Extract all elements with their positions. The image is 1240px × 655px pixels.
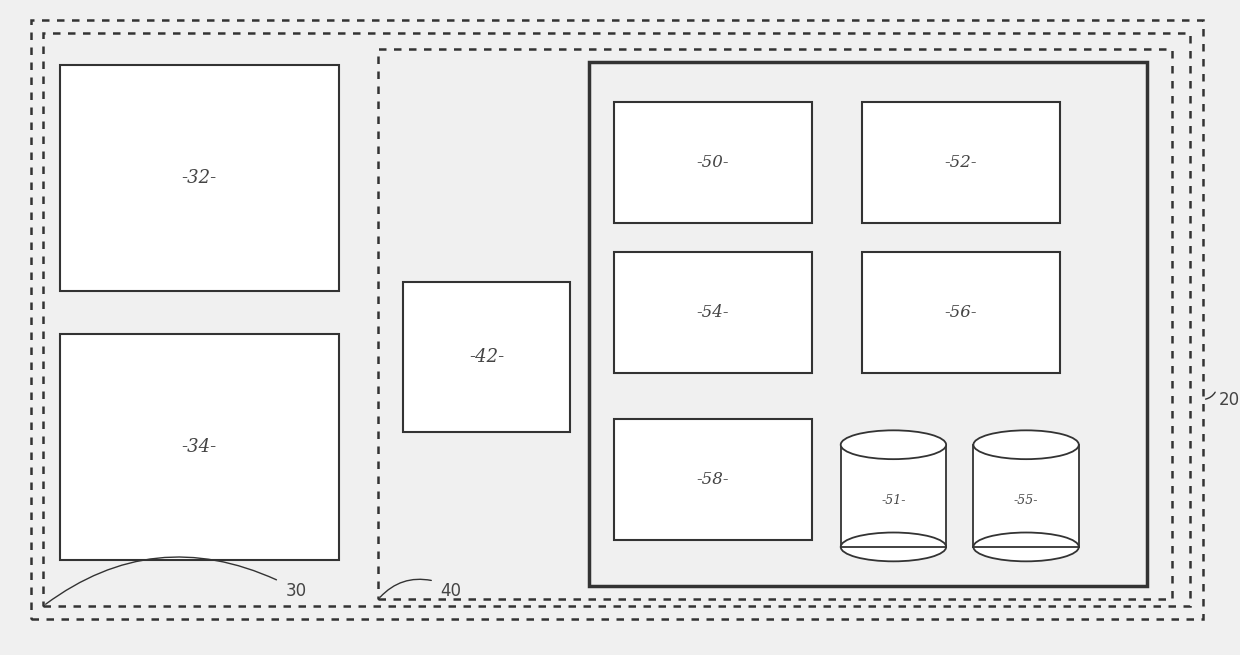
Text: -52-: -52-	[945, 154, 977, 170]
Ellipse shape	[841, 533, 946, 561]
Bar	[862, 252, 1060, 373]
Text: -50-: -50-	[697, 154, 729, 170]
Bar	[973, 445, 1079, 547]
Text: -32-: -32-	[181, 170, 217, 187]
Text: 40: 40	[440, 582, 461, 600]
Bar	[43, 33, 1190, 606]
Text: 30: 30	[285, 582, 306, 600]
Bar	[403, 282, 570, 432]
Text: -55-: -55-	[1014, 495, 1038, 508]
Bar	[378, 49, 1172, 599]
Ellipse shape	[973, 430, 1079, 459]
Bar	[841, 445, 946, 547]
Ellipse shape	[973, 533, 1079, 561]
Bar	[614, 252, 812, 373]
Text: -51-: -51-	[882, 495, 905, 508]
Text: 20: 20	[1219, 390, 1240, 409]
Bar	[614, 102, 812, 223]
Bar	[862, 102, 1060, 223]
Text: -54-: -54-	[697, 305, 729, 321]
Bar	[589, 62, 1147, 586]
Ellipse shape	[841, 430, 946, 459]
Text: -58-: -58-	[697, 472, 729, 488]
Bar	[60, 66, 339, 291]
Bar	[60, 334, 339, 560]
Text: -34-: -34-	[181, 438, 217, 456]
Text: -56-: -56-	[945, 305, 977, 321]
Bar	[614, 419, 812, 540]
Text: -42-: -42-	[469, 348, 505, 366]
